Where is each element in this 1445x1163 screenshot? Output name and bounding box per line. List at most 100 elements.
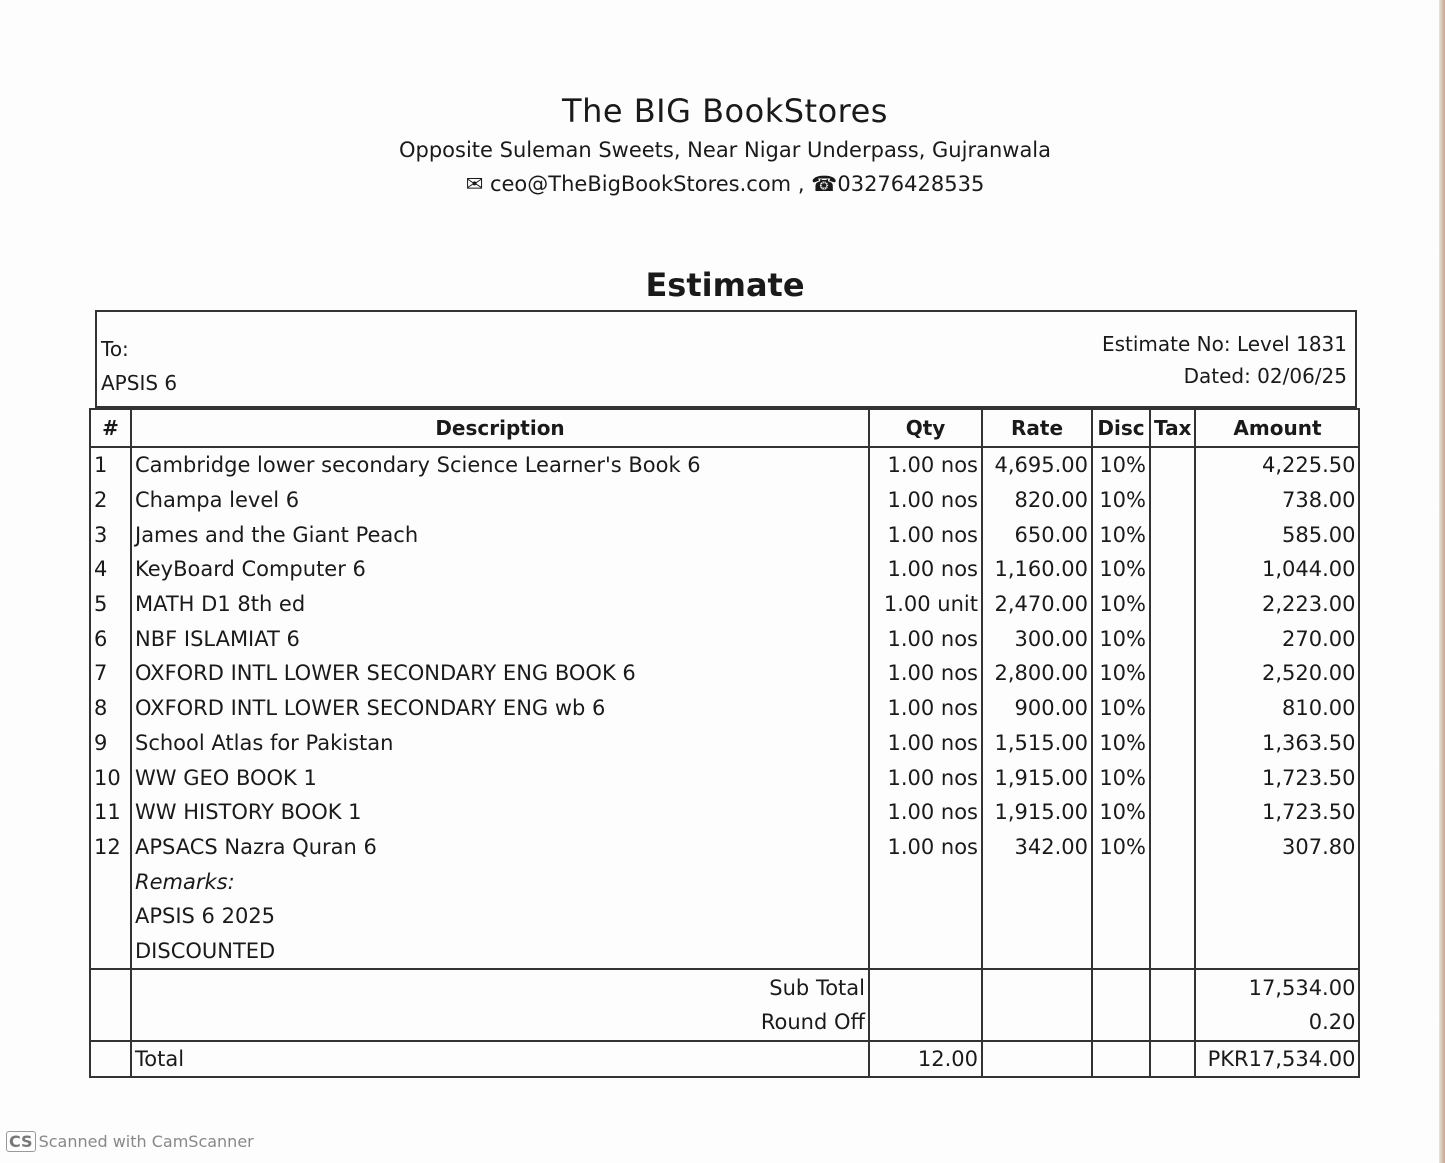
item-amount: 1,044.00: [1194, 552, 1361, 587]
col-header-qty: Qty: [868, 408, 983, 448]
item-qty: 1.00 nos: [868, 447, 983, 483]
item-discount: 10%: [1091, 656, 1151, 691]
item-qty: 1.00 unit: [868, 586, 983, 622]
item-tax: [1148, 517, 1197, 553]
item-number: 4: [89, 552, 132, 587]
item-rate: 300.00: [981, 621, 1093, 657]
scan-edge: [1439, 0, 1445, 1163]
col-header-tax: Tax: [1148, 408, 1197, 448]
remarks-row: Remarks:: [89, 864, 1361, 899]
item-amount: 2,520.00: [1194, 656, 1361, 691]
item-description: KeyBoard Computer 6: [130, 552, 870, 587]
item-tax: [1148, 794, 1197, 830]
item-description: Champa level 6: [130, 482, 870, 518]
subtotal-value: 17,534.00: [1194, 968, 1361, 1005]
item-tax: [1148, 586, 1197, 622]
total-label: Total: [130, 1039, 870, 1079]
estimate-date: Dated: 02/06/25: [1183, 364, 1347, 388]
item-tax: [1148, 656, 1197, 691]
item-rate: 2,470.00: [981, 586, 1093, 622]
total-qty: 12.00: [868, 1039, 983, 1079]
item-discount: 10%: [1091, 690, 1151, 726]
item-number: 3: [89, 517, 132, 553]
subtotal-row: Sub Total 17,534.00: [89, 968, 1361, 1005]
store-contact: ✉ ceo@TheBigBookStores.com , ☎0327642853…: [465, 172, 985, 196]
item-discount: 10%: [1091, 621, 1151, 657]
item-amount: 307.80: [1194, 829, 1361, 865]
item-rate: 820.00: [981, 482, 1093, 518]
item-number: 10: [89, 760, 132, 795]
table-row: 1 Cambridge lower secondary Science Learn…: [89, 447, 1361, 483]
item-rate: 1,915.00: [981, 760, 1093, 795]
item-rate: 1,915.00: [981, 794, 1093, 830]
item-amount: 585.00: [1194, 517, 1361, 553]
item-tax: [1148, 829, 1197, 865]
item-discount: 10%: [1091, 517, 1151, 553]
item-qty: 1.00 nos: [868, 794, 983, 830]
store-email: ceo@TheBigBookStores.com: [489, 172, 792, 196]
item-amount: 4,225.50: [1194, 447, 1361, 483]
item-description: APSACS Nazra Quran 6: [130, 829, 870, 865]
item-discount: 10%: [1091, 829, 1151, 865]
item-tax: [1148, 760, 1197, 795]
item-number: 12: [89, 829, 132, 865]
item-rate: 650.00: [981, 517, 1093, 553]
item-rate: 4,695.00: [981, 447, 1093, 483]
item-tax: [1148, 447, 1197, 483]
item-tax: [1148, 725, 1197, 761]
table-row: 10 WW GEO BOOK 1 1.00 nos 1,915.00 10% 1,723.…: [89, 760, 1361, 795]
item-discount: 10%: [1091, 586, 1151, 622]
col-header-number: #: [89, 408, 132, 448]
table-row: 12 APSACS Nazra Quran 6 1.00 nos 342.00 10% 3…: [89, 829, 1361, 865]
table-row: 3 James and the Giant Peach 1.00 nos 650.00…: [89, 517, 1361, 553]
table-row: 6 NBF ISLAMIAT 6 1.00 nos 300.00 10% 270.00: [89, 621, 1361, 657]
telephone-icon: ☎: [811, 172, 838, 196]
item-number: 7: [89, 656, 132, 691]
item-qty: 1.00 nos: [868, 482, 983, 518]
item-qty: 1.00 nos: [868, 656, 983, 691]
item-discount: 10%: [1091, 447, 1151, 483]
item-qty: 1.00 nos: [868, 690, 983, 726]
item-number: 5: [89, 586, 132, 622]
item-discount: 10%: [1091, 725, 1151, 761]
item-amount: 270.00: [1194, 621, 1361, 657]
table-header: # Description Qty Rate Disc Tax Amount: [89, 408, 1361, 448]
roundoff-label: Round Off: [130, 1005, 870, 1041]
item-description: School Atlas for Pakistan: [130, 725, 870, 761]
item-qty: 1.00 nos: [868, 760, 983, 795]
col-header-disc: Disc: [1091, 408, 1151, 448]
item-discount: 10%: [1091, 760, 1151, 795]
item-description: NBF ISLAMIAT 6: [130, 621, 870, 657]
table-row: 8 OXFORD INTL LOWER SECONDARY ENG wb 6 1.0…: [89, 690, 1361, 726]
item-amount: 1,723.50: [1194, 794, 1361, 830]
item-number: 9: [89, 725, 132, 761]
total-row: Total 12.00 PKR17,534.00: [89, 1039, 1361, 1079]
item-tax: [1148, 482, 1197, 518]
item-rate: 1,160.00: [981, 552, 1093, 587]
remarks-label: Remarks:: [130, 864, 870, 899]
item-tax: [1148, 621, 1197, 657]
item-number: 11: [89, 794, 132, 830]
item-number: 6: [89, 621, 132, 657]
item-description: OXFORD INTL LOWER SECONDARY ENG wb 6: [130, 690, 870, 726]
roundoff-value: 0.20: [1194, 1005, 1361, 1041]
watermark-text: Scanned with CamScanner: [38, 1132, 254, 1151]
total-value: PKR17,534.00: [1194, 1039, 1361, 1079]
item-description: Cambridge lower secondary Science Learne…: [130, 447, 870, 483]
document-title: Estimate: [645, 266, 805, 304]
item-amount: 2,223.00: [1194, 586, 1361, 622]
item-discount: 10%: [1091, 794, 1151, 830]
estimate-info-box: To: APSIS 6 Estimate No: Level 1831 Date…: [95, 310, 1357, 408]
table-row: 9 School Atlas for Pakistan 1.00 nos 1,515.…: [89, 725, 1361, 761]
item-discount: 10%: [1091, 482, 1151, 518]
item-description: WW GEO BOOK 1: [130, 760, 870, 795]
item-rate: 1,515.00: [981, 725, 1093, 761]
items-table: # Description Qty Rate Disc Tax Amount 1…: [89, 408, 1361, 1079]
item-description: WW HISTORY BOOK 1: [130, 794, 870, 830]
item-rate: 342.00: [981, 829, 1093, 865]
remarks-row: DISCOUNTED: [89, 933, 1361, 970]
col-header-rate: Rate: [981, 408, 1093, 448]
table-row: 4 KeyBoard Computer 6 1.00 nos 1,160.00 10% 1…: [89, 552, 1361, 587]
remarks-line: DISCOUNTED: [130, 933, 870, 970]
